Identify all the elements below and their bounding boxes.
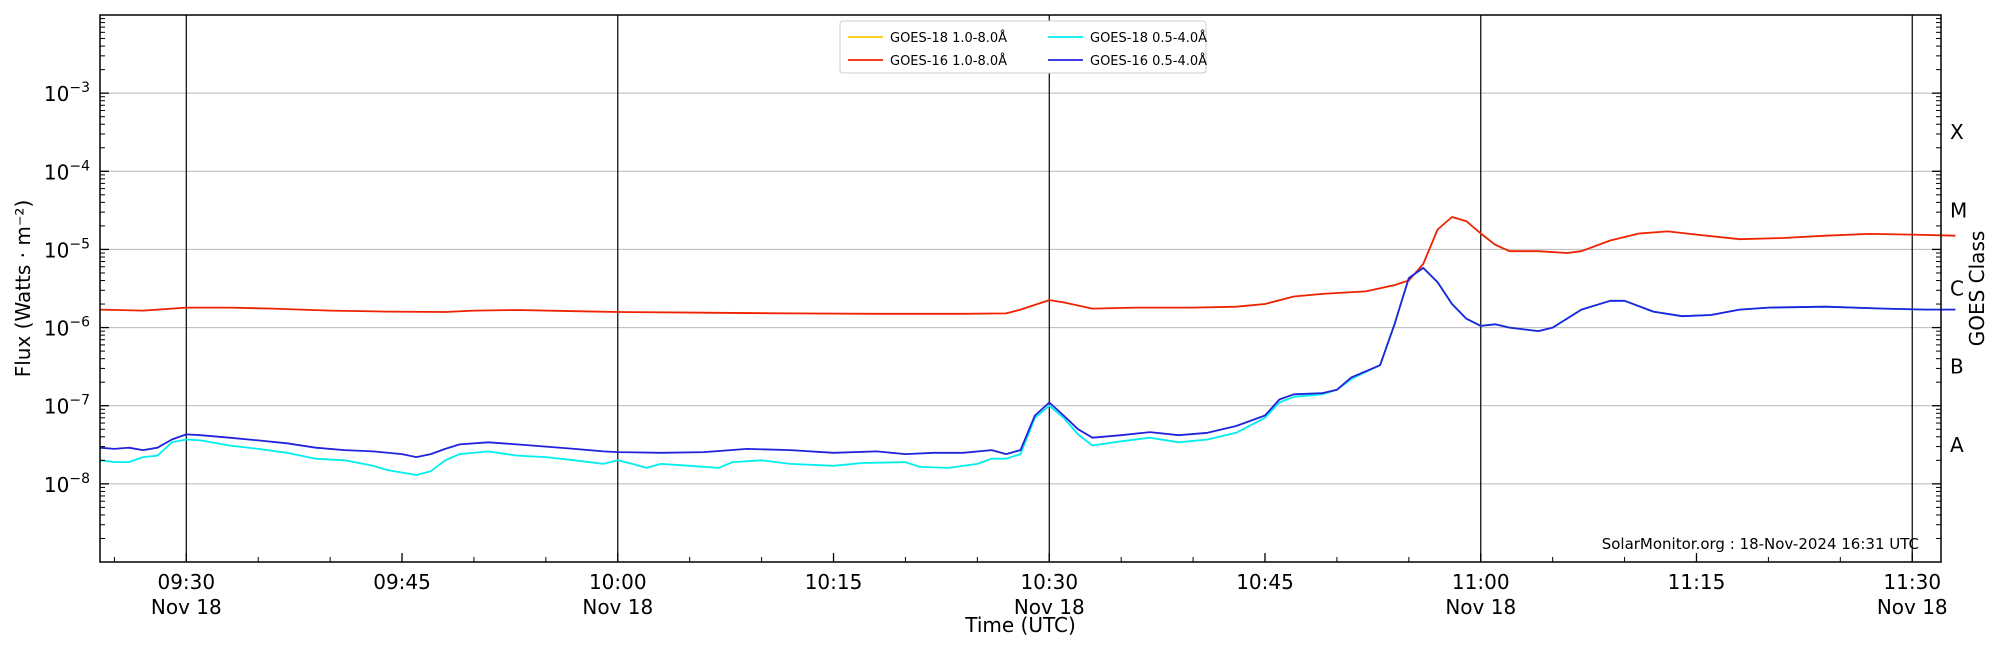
- x-tick-label: 09:45: [373, 570, 431, 594]
- y-axis-title: Flux (Watts · m⁻²): [11, 200, 35, 378]
- x-tick-sublabel: Nov 18: [1877, 595, 1948, 619]
- x-tick-label: 10:30: [1020, 570, 1078, 594]
- goes-class-axis-title: GOES Class: [1965, 231, 1989, 347]
- legend-items: GOES-18 1.0-8.0Å GOES-16 1.0-8.0Å GOES-18 …: [848, 30, 1207, 69]
- y-tick-label: 10−6: [44, 315, 90, 341]
- series-line-3: [99, 267, 1956, 458]
- goes-class-label: B: [1950, 355, 1964, 379]
- x-tick-label: 11:15: [1668, 570, 1726, 594]
- x-tick-label: 11:00: [1452, 570, 1510, 594]
- legend-label: GOES-18 1.0-8.0Å: [890, 30, 1007, 46]
- goes-class-ticks: X M C B A: [1950, 120, 1967, 457]
- legend: GOES-18 1.0-8.0Å GOES-16 1.0-8.0Å GOES-18 …: [839, 20, 1207, 74]
- goes-class-label: M: [1950, 198, 1967, 222]
- legend-label: GOES-16 1.0-8.0Å: [890, 53, 1007, 69]
- x-tick-sublabel: Nov 18: [1445, 595, 1516, 619]
- x-tick-sublabel: Nov 18: [1014, 595, 1085, 619]
- x-tick-sublabel: Nov 18: [151, 595, 222, 619]
- x-tick-label: 11:30: [1883, 570, 1941, 594]
- x-tick-label: 10:15: [805, 570, 863, 594]
- day-marker-lines: [185, 15, 1913, 562]
- x-tick-label: 09:30: [157, 570, 215, 594]
- series-line-2: [99, 267, 1956, 476]
- y-tick-label: 10−7: [44, 393, 90, 419]
- credit-text: SolarMonitor.org : 18-Nov-2024 16:31 UTC: [1602, 535, 1919, 553]
- goes-class-label: A: [1950, 433, 1964, 457]
- legend-box: [839, 20, 1207, 74]
- grid-lines: [100, 92, 1941, 485]
- plot-frame: [99, 14, 1942, 563]
- series-lines: [99, 216, 1956, 476]
- x-tick-label: 10:00: [589, 570, 647, 594]
- x-tick-sublabel: Nov 18: [582, 595, 653, 619]
- y-tick-label: 10−4: [44, 158, 90, 184]
- legend-label: GOES-16 0.5-4.0Å: [1090, 53, 1207, 69]
- x-tick-label: 10:45: [1236, 570, 1294, 594]
- y-axis-ticks: 10−3 10−4 10−5 10−6 10−7 10−8: [44, 18, 1941, 539]
- legend-label: GOES-18 0.5-4.0Å: [1090, 30, 1207, 46]
- y-tick-label: 10−8: [44, 471, 90, 497]
- x-axis-title: Time (UTC): [964, 613, 1076, 637]
- goes-class-label: X: [1950, 120, 1964, 144]
- y-tick-label: 10−5: [44, 236, 90, 262]
- series-line-1: [99, 216, 1956, 315]
- y-tick-label: 10−3: [44, 80, 90, 106]
- goes-class-label: C: [1950, 277, 1964, 301]
